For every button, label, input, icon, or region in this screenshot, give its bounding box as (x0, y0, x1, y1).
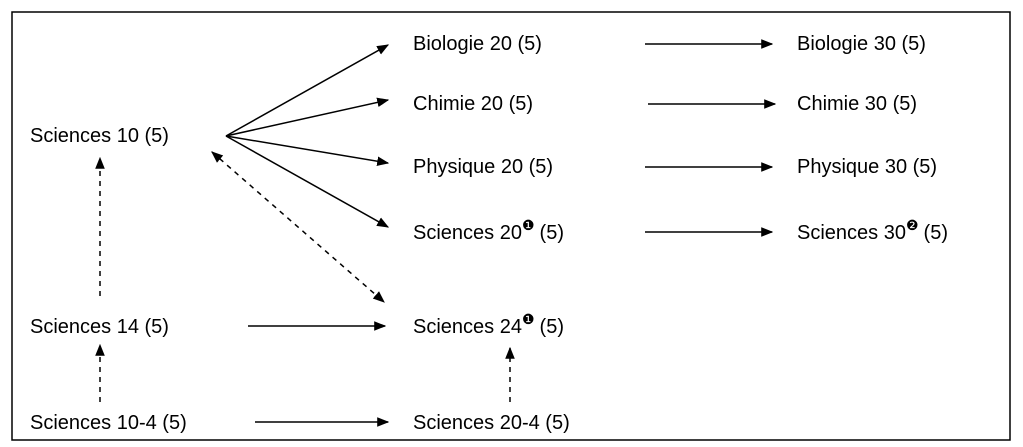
note-mark: ❶ (522, 311, 535, 327)
arrow (225, 97, 390, 137)
node: Sciences 30❷ (5) (797, 217, 948, 244)
node: Chimie 20 (5) (413, 93, 533, 115)
node: Chimie 30 (5) (797, 93, 917, 115)
node: Sciences 24❶ (5) (413, 311, 564, 338)
node: Sciences 20-4 (5) (413, 412, 570, 434)
credits: (5) (924, 222, 948, 244)
node: Sciences 10-4 (5) (30, 412, 187, 434)
node: Biologie 20 (5) (413, 33, 542, 55)
note-mark: ❷ (906, 217, 919, 233)
note-mark: ❶ (522, 217, 535, 233)
dashed-arrow (211, 151, 385, 303)
arrow (225, 44, 390, 137)
node: Biologie 30 (5) (797, 33, 926, 55)
node: Sciences 14 (5) (30, 316, 169, 338)
credits: (5) (540, 222, 564, 244)
node: Physique 20 (5) (413, 156, 553, 178)
credits: (5) (540, 316, 564, 338)
node: Sciences 20❶ (5) (413, 217, 564, 244)
node-label: Sciences 30 (797, 222, 906, 244)
node: Sciences 10 (5) (30, 125, 169, 147)
node: Physique 30 (5) (797, 156, 937, 178)
node-label: Sciences 20 (413, 222, 522, 244)
arrows (95, 39, 777, 427)
frame (11, 11, 1011, 441)
node-label: Sciences 24 (413, 316, 522, 338)
